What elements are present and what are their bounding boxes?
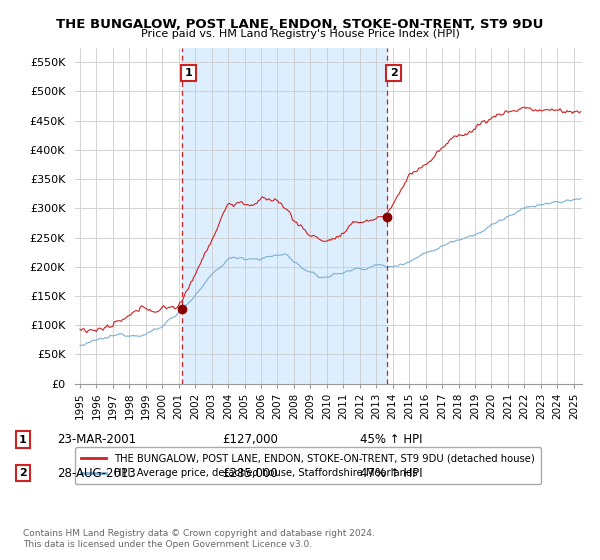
Text: £285,000: £285,000 xyxy=(222,466,278,480)
Text: Price paid vs. HM Land Registry's House Price Index (HPI): Price paid vs. HM Land Registry's House … xyxy=(140,29,460,39)
Text: 1: 1 xyxy=(185,68,193,78)
Legend: THE BUNGALOW, POST LANE, ENDON, STOKE-ON-TRENT, ST9 9DU (detached house), HPI: A: THE BUNGALOW, POST LANE, ENDON, STOKE-ON… xyxy=(75,447,541,484)
Text: THE BUNGALOW, POST LANE, ENDON, STOKE-ON-TRENT, ST9 9DU: THE BUNGALOW, POST LANE, ENDON, STOKE-ON… xyxy=(56,18,544,31)
Text: 47% ↑ HPI: 47% ↑ HPI xyxy=(360,466,422,480)
Text: Contains HM Land Registry data © Crown copyright and database right 2024.
This d: Contains HM Land Registry data © Crown c… xyxy=(23,529,374,549)
Text: 28-AUG-2013: 28-AUG-2013 xyxy=(57,466,136,480)
Text: £127,000: £127,000 xyxy=(222,433,278,446)
Text: 23-MAR-2001: 23-MAR-2001 xyxy=(57,433,136,446)
Text: 2: 2 xyxy=(389,68,397,78)
Text: 1: 1 xyxy=(19,435,26,445)
Text: 45% ↑ HPI: 45% ↑ HPI xyxy=(360,433,422,446)
Bar xyxy=(182,48,387,384)
Text: 2: 2 xyxy=(19,468,26,478)
